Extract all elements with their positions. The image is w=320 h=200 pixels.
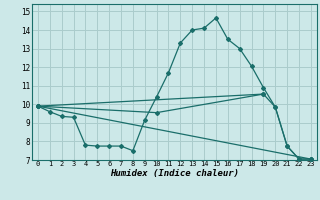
X-axis label: Humidex (Indice chaleur): Humidex (Indice chaleur) — [110, 169, 239, 178]
